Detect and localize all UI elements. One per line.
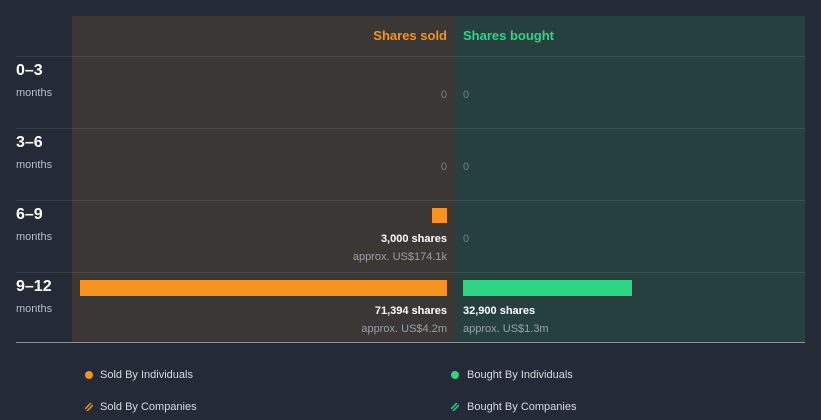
chart-baseline [16,342,805,343]
sold-individuals-legend-icon [85,371,93,379]
row-period-label: 3–6 [16,134,43,151]
row-divider [16,56,805,57]
shares-sold-bar [432,208,447,223]
row-period-label: 6–9 [16,206,43,223]
row-period-label: 0–3 [16,62,43,79]
shares-sold-value: approx. US$174.1k [352,251,447,263]
shares-sold-count: 3,000 shares [380,233,447,245]
shares-bought-bar [463,280,632,296]
shares-sold-header: Shares sold [373,28,447,43]
shares-bought-count: 32,900 shares [463,305,536,317]
legend-bought-companies: Bought By Companies [467,401,577,413]
bought-zero-label: 0 [463,89,470,101]
sold-companies-legend-icon [85,403,93,411]
legend-sold-individuals: Sold By Individuals [100,369,193,381]
sold-zero-label: 0 [440,89,447,101]
shares-sold-count: 71,394 shares [374,305,447,317]
bought-companies-legend-icon [451,403,459,411]
shares-sold-value: approx. US$4.2m [361,323,447,335]
row-unit-label: months [16,231,53,243]
row-unit-label: months [16,87,53,99]
row-unit-label: months [16,159,53,171]
bought-individuals-legend-icon [451,371,459,379]
sold-zero-label: 0 [440,161,447,173]
shares-sold-bar [80,280,447,296]
row-divider [16,272,805,273]
row-unit-label: months [16,303,53,315]
row-divider [16,200,805,201]
shares-bought-header: Shares bought [463,28,555,43]
bought-zero-label: 0 [463,161,470,173]
legend-bought-individuals: Bought By Individuals [467,369,573,381]
legend-sold-companies: Sold By Companies [100,401,197,413]
row-divider [16,128,805,129]
row-period-label: 9–12 [16,278,52,295]
bought-zero-label: 0 [463,233,470,245]
shares-bought-value: approx. US$1.3m [463,323,549,335]
